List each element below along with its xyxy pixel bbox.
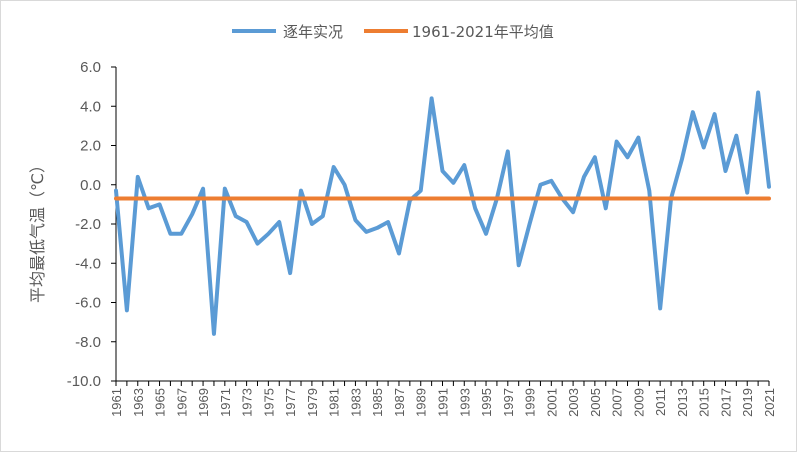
x-tick-label: 1965 <box>153 388 168 417</box>
x-tick-label: 1995 <box>479 388 494 417</box>
x-tick-label: 1969 <box>196 388 211 417</box>
y-tick-label: -2.0 <box>75 216 101 233</box>
y-tick-label: 6.0 <box>80 59 101 76</box>
x-tick-label: 1993 <box>457 388 472 417</box>
series-group <box>114 90 771 336</box>
x-tick-label: 1973 <box>240 388 255 417</box>
x-tick-label: 2001 <box>544 388 559 417</box>
x-tick-label: 2007 <box>610 388 625 417</box>
y-tick-label: -8.0 <box>75 334 101 351</box>
x-tick-label: 1967 <box>174 388 189 417</box>
x-tick-label: 1983 <box>348 388 363 417</box>
x-tick-label: 2011 <box>653 388 668 416</box>
y-tick-label: -4.0 <box>75 255 101 272</box>
x-tick-label: 2009 <box>631 388 646 417</box>
x-tick-label: 2021 <box>762 388 777 417</box>
x-tick-label: 2005 <box>588 388 603 417</box>
x-tick-label: 2019 <box>740 388 755 417</box>
y-tick-label: -10.0 <box>67 373 101 390</box>
legend-label-average: 1961-2021年平均值 <box>412 23 554 41</box>
x-tick-label: 2013 <box>675 388 690 417</box>
series-line-observed <box>114 90 771 336</box>
x-tick-label: 1987 <box>392 388 407 417</box>
y-axis: 6.0 4.0 2.0 0.0 -2.0 -4.0 -6.0 -8.0 -10.0 <box>67 59 117 390</box>
y-tick-label: 0.0 <box>80 177 101 194</box>
x-tick-label: 1997 <box>501 388 516 417</box>
x-tick-label: 2003 <box>566 388 581 417</box>
x-tick-label: 1977 <box>283 388 298 417</box>
x-tick-label: 1985 <box>370 388 385 417</box>
x-tick-label: 2017 <box>718 388 733 417</box>
x-tick-label: 1981 <box>327 388 342 417</box>
legend: 逐年实况 1961-2021年平均值 <box>232 23 554 41</box>
x-tick-label: 1961 <box>109 388 124 417</box>
legend-label-observed: 逐年实况 <box>283 23 343 41</box>
x-tick-label: 1991 <box>436 388 451 417</box>
x-tick-label: 1979 <box>305 388 320 417</box>
x-tick-label: 2015 <box>697 388 712 417</box>
x-tick-label: 1971 <box>218 388 233 417</box>
x-tick-label: 1989 <box>414 388 429 417</box>
y-axis-label: 平均最低气温（℃） <box>28 157 47 303</box>
x-tick-label: 1975 <box>261 388 276 417</box>
x-tick-label: 1963 <box>131 388 146 417</box>
y-tick-label: 4.0 <box>80 98 101 115</box>
x-tick-label: 1999 <box>523 388 538 417</box>
y-tick-label: -6.0 <box>75 295 101 312</box>
x-axis: 1961 1963 1965 1967 1969 1971 1973 1975 1977 1979… <box>109 380 777 417</box>
y-tick-label: 2.0 <box>80 138 101 155</box>
